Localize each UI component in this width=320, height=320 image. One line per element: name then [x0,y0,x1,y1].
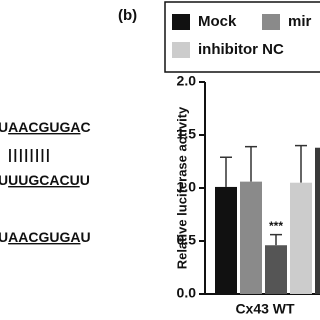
legend-swatch [172,14,190,30]
y-tick-label: 0.0 [177,285,197,301]
sequence-segment: U [80,172,90,188]
sequence-segment: C [80,119,90,135]
sequence-segment: U [80,229,90,245]
x-tick-label: Cx43 WT [235,301,295,317]
bar [315,147,320,294]
sequence-segment: U [0,119,8,135]
sequence-line: |||||||| [8,146,51,162]
significance-label: *** [269,219,283,233]
y-tick-label: 2.0 [177,73,197,89]
legend-swatch [262,14,280,30]
legend-label: inhibitor NC [198,41,284,58]
y-tick-label: 1.0 [177,179,197,195]
bar [215,186,237,294]
legend-label: mir [288,13,312,30]
legend-label: Mock [198,13,237,30]
sequence-segment: AACGUGA [8,229,80,245]
legend-box [164,1,320,73]
bar [290,182,312,294]
sequence-segment: U [0,172,8,188]
y-axis-label: Relative luciferase activity [174,106,189,269]
sequence-segment: UUGCACU [8,172,80,188]
sequence-line: UAACGUGAU [0,229,91,245]
sequence-segment: U [0,229,8,245]
y-tick-label: 0.5 [177,232,197,248]
panel-label: (b) [118,7,137,24]
bar [240,181,262,294]
legend-swatch [172,42,190,58]
bar [265,245,287,294]
sequence-line: UAACGUGAC [0,119,91,135]
sequence-line: UUUGCACUU [0,172,90,188]
sequence-segment: |||||||| [8,146,51,162]
y-tick-label: 1.5 [177,126,197,142]
sequence-segment: AACGUGA [8,119,80,135]
